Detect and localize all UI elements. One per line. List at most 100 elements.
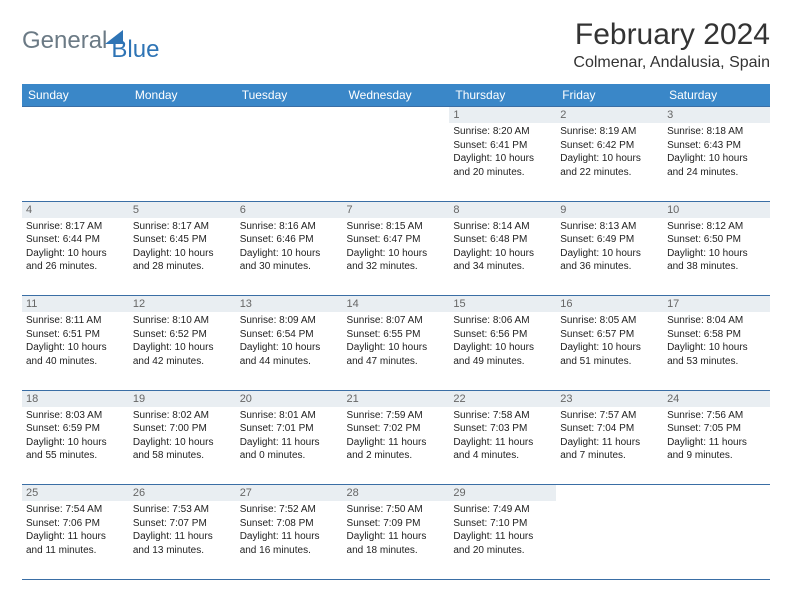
- day-number-cell: 11: [22, 296, 129, 313]
- day-detail: Sunrise: 7:59 AMSunset: 7:02 PMDaylight:…: [347, 409, 446, 463]
- weekday-header: Thursday: [449, 84, 556, 107]
- day-number-cell: 8: [449, 201, 556, 218]
- day-detail: Sunrise: 8:03 AMSunset: 6:59 PMDaylight:…: [26, 409, 125, 463]
- daynum-row: 11121314151617: [22, 296, 770, 313]
- day-detail-cell: Sunrise: 8:04 AMSunset: 6:58 PMDaylight:…: [663, 312, 770, 390]
- day-detail-cell: Sunrise: 8:01 AMSunset: 7:01 PMDaylight:…: [236, 407, 343, 485]
- day-number-cell: [22, 107, 129, 124]
- day-detail: Sunrise: 7:52 AMSunset: 7:08 PMDaylight:…: [240, 503, 339, 557]
- day-detail: Sunrise: 8:16 AMSunset: 6:46 PMDaylight:…: [240, 220, 339, 274]
- day-detail: Sunrise: 8:06 AMSunset: 6:56 PMDaylight:…: [453, 314, 552, 368]
- day-number-cell: [343, 107, 450, 124]
- day-detail: Sunrise: 8:12 AMSunset: 6:50 PMDaylight:…: [667, 220, 766, 274]
- weekday-header: Sunday: [22, 84, 129, 107]
- day-detail-cell: [236, 123, 343, 201]
- day-detail-cell: Sunrise: 7:57 AMSunset: 7:04 PMDaylight:…: [556, 407, 663, 485]
- day-detail: Sunrise: 8:07 AMSunset: 6:55 PMDaylight:…: [347, 314, 446, 368]
- day-detail: Sunrise: 8:11 AMSunset: 6:51 PMDaylight:…: [26, 314, 125, 368]
- daynum-row: 45678910: [22, 201, 770, 218]
- day-detail-cell: Sunrise: 7:59 AMSunset: 7:02 PMDaylight:…: [343, 407, 450, 485]
- day-detail: Sunrise: 8:17 AMSunset: 6:45 PMDaylight:…: [133, 220, 232, 274]
- day-number-cell: [663, 485, 770, 502]
- day-number-cell: 14: [343, 296, 450, 313]
- day-detail-cell: Sunrise: 7:56 AMSunset: 7:05 PMDaylight:…: [663, 407, 770, 485]
- day-detail: Sunrise: 7:53 AMSunset: 7:07 PMDaylight:…: [133, 503, 232, 557]
- day-detail-cell: Sunrise: 8:18 AMSunset: 6:43 PMDaylight:…: [663, 123, 770, 201]
- day-detail-cell: Sunrise: 8:03 AMSunset: 6:59 PMDaylight:…: [22, 407, 129, 485]
- day-detail: Sunrise: 8:20 AMSunset: 6:41 PMDaylight:…: [453, 125, 552, 179]
- day-detail-cell: Sunrise: 8:15 AMSunset: 6:47 PMDaylight:…: [343, 218, 450, 296]
- day-detail: Sunrise: 8:10 AMSunset: 6:52 PMDaylight:…: [133, 314, 232, 368]
- detail-row: Sunrise: 8:17 AMSunset: 6:44 PMDaylight:…: [22, 218, 770, 296]
- daynum-row: 123: [22, 107, 770, 124]
- daynum-row: 18192021222324: [22, 390, 770, 407]
- day-number-cell: 2: [556, 107, 663, 124]
- weekday-header: Wednesday: [343, 84, 450, 107]
- day-detail-cell: Sunrise: 7:49 AMSunset: 7:10 PMDaylight:…: [449, 501, 556, 579]
- day-detail: Sunrise: 7:49 AMSunset: 7:10 PMDaylight:…: [453, 503, 552, 557]
- day-detail-cell: [343, 123, 450, 201]
- logo: General Blue: [22, 18, 159, 64]
- day-detail-cell: Sunrise: 7:54 AMSunset: 7:06 PMDaylight:…: [22, 501, 129, 579]
- day-detail: Sunrise: 8:04 AMSunset: 6:58 PMDaylight:…: [667, 314, 766, 368]
- day-detail-cell: Sunrise: 8:05 AMSunset: 6:57 PMDaylight:…: [556, 312, 663, 390]
- day-number-cell: 28: [343, 485, 450, 502]
- header: General Blue February 2024 Colmenar, And…: [22, 18, 770, 72]
- day-number-cell: [129, 107, 236, 124]
- weekday-header: Saturday: [663, 84, 770, 107]
- day-detail: Sunrise: 8:18 AMSunset: 6:43 PMDaylight:…: [667, 125, 766, 179]
- day-detail: Sunrise: 7:57 AMSunset: 7:04 PMDaylight:…: [560, 409, 659, 463]
- detail-row: Sunrise: 8:03 AMSunset: 6:59 PMDaylight:…: [22, 407, 770, 485]
- weekday-header: Monday: [129, 84, 236, 107]
- day-detail: Sunrise: 8:17 AMSunset: 6:44 PMDaylight:…: [26, 220, 125, 274]
- day-detail-cell: Sunrise: 8:02 AMSunset: 7:00 PMDaylight:…: [129, 407, 236, 485]
- detail-row: Sunrise: 8:20 AMSunset: 6:41 PMDaylight:…: [22, 123, 770, 201]
- day-number-cell: 17: [663, 296, 770, 313]
- day-detail: Sunrise: 8:02 AMSunset: 7:00 PMDaylight:…: [133, 409, 232, 463]
- day-number-cell: 3: [663, 107, 770, 124]
- day-number-cell: [556, 485, 663, 502]
- day-number-cell: 13: [236, 296, 343, 313]
- day-number-cell: 27: [236, 485, 343, 502]
- day-number-cell: 16: [556, 296, 663, 313]
- day-detail-cell: Sunrise: 7:52 AMSunset: 7:08 PMDaylight:…: [236, 501, 343, 579]
- day-detail-cell: Sunrise: 8:09 AMSunset: 6:54 PMDaylight:…: [236, 312, 343, 390]
- day-detail: Sunrise: 8:13 AMSunset: 6:49 PMDaylight:…: [560, 220, 659, 274]
- day-detail: Sunrise: 8:14 AMSunset: 6:48 PMDaylight:…: [453, 220, 552, 274]
- day-number-cell: 18: [22, 390, 129, 407]
- day-detail-cell: Sunrise: 8:19 AMSunset: 6:42 PMDaylight:…: [556, 123, 663, 201]
- day-number-cell: 5: [129, 201, 236, 218]
- day-detail-cell: [22, 123, 129, 201]
- day-number-cell: 24: [663, 390, 770, 407]
- day-detail: Sunrise: 8:19 AMSunset: 6:42 PMDaylight:…: [560, 125, 659, 179]
- day-number-cell: 4: [22, 201, 129, 218]
- day-number-cell: [236, 107, 343, 124]
- day-detail-cell: Sunrise: 8:12 AMSunset: 6:50 PMDaylight:…: [663, 218, 770, 296]
- day-number-cell: 26: [129, 485, 236, 502]
- day-number-cell: 15: [449, 296, 556, 313]
- calendar-table: SundayMondayTuesdayWednesdayThursdayFrid…: [22, 84, 770, 580]
- logo-word2: Blue: [111, 36, 159, 64]
- day-detail: Sunrise: 8:01 AMSunset: 7:01 PMDaylight:…: [240, 409, 339, 463]
- day-detail-cell: Sunrise: 8:10 AMSunset: 6:52 PMDaylight:…: [129, 312, 236, 390]
- day-detail-cell: Sunrise: 8:16 AMSunset: 6:46 PMDaylight:…: [236, 218, 343, 296]
- daynum-row: 2526272829: [22, 485, 770, 502]
- day-detail: Sunrise: 7:50 AMSunset: 7:09 PMDaylight:…: [347, 503, 446, 557]
- day-detail-cell: Sunrise: 8:17 AMSunset: 6:44 PMDaylight:…: [22, 218, 129, 296]
- day-detail-cell: Sunrise: 7:53 AMSunset: 7:07 PMDaylight:…: [129, 501, 236, 579]
- day-detail: Sunrise: 7:58 AMSunset: 7:03 PMDaylight:…: [453, 409, 552, 463]
- day-detail-cell: Sunrise: 8:17 AMSunset: 6:45 PMDaylight:…: [129, 218, 236, 296]
- day-number-cell: 6: [236, 201, 343, 218]
- day-detail-cell: Sunrise: 8:11 AMSunset: 6:51 PMDaylight:…: [22, 312, 129, 390]
- weekday-header-row: SundayMondayTuesdayWednesdayThursdayFrid…: [22, 84, 770, 107]
- day-detail-cell: Sunrise: 7:58 AMSunset: 7:03 PMDaylight:…: [449, 407, 556, 485]
- day-detail-cell: [556, 501, 663, 579]
- title-block: February 2024 Colmenar, Andalusia, Spain: [573, 18, 770, 72]
- day-detail-cell: Sunrise: 8:13 AMSunset: 6:49 PMDaylight:…: [556, 218, 663, 296]
- day-detail-cell: [663, 501, 770, 579]
- day-detail: Sunrise: 8:15 AMSunset: 6:47 PMDaylight:…: [347, 220, 446, 274]
- location: Colmenar, Andalusia, Spain: [573, 54, 770, 72]
- detail-row: Sunrise: 7:54 AMSunset: 7:06 PMDaylight:…: [22, 501, 770, 579]
- day-detail-cell: Sunrise: 8:20 AMSunset: 6:41 PMDaylight:…: [449, 123, 556, 201]
- day-number-cell: 10: [663, 201, 770, 218]
